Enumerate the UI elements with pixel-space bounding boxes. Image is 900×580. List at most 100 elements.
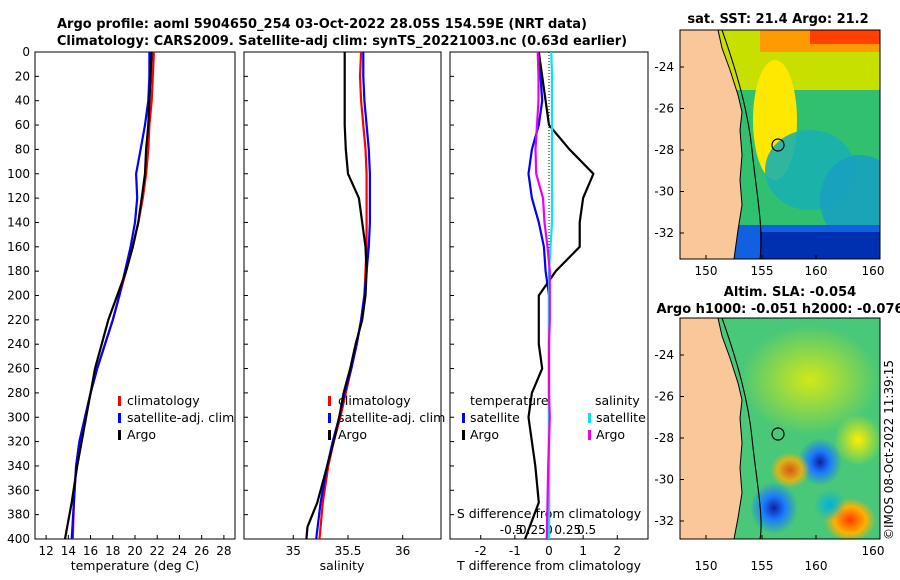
map-lon-label: 160 (862, 544, 885, 558)
legend-label-argo: Argo (127, 427, 156, 442)
legend-label-sal-satellite: satellite (596, 410, 646, 425)
depth-tick-label: 40 (15, 94, 30, 108)
map-lon-label: 150 (695, 559, 718, 573)
legend-label-climatology: climatology (127, 393, 200, 408)
depth-tick-label: 180 (7, 264, 30, 278)
legend-label-temp-satellite: satellite (470, 410, 520, 425)
map-lat-label: -26 (654, 390, 674, 404)
legend-swatch-satellite (118, 413, 121, 423)
depth-tick-label: 300 (7, 410, 30, 424)
x-tick-label: 18 (105, 544, 120, 558)
x-tick-label: 36 (395, 544, 410, 558)
depth-tick-label: 320 (7, 435, 30, 449)
sla-high-centre (770, 452, 810, 488)
x-tick-label: 26 (194, 544, 209, 558)
depth-tick-label: 360 (7, 483, 30, 497)
figure-title-line2: Climatology: CARS2009. Satellite-adj cli… (57, 34, 627, 49)
sst-hotspot (810, 30, 880, 44)
x-tick-label-salinity: -0.25 (515, 523, 546, 537)
legend-label-climatology: climatology (338, 393, 411, 408)
series-line-salinity-argo (534, 51, 551, 540)
map-lon-label: 155 (751, 559, 774, 573)
temperature-panel-frame (34, 51, 236, 540)
sla-map-title1: Altim. SLA: -0.054 (724, 285, 856, 300)
sla-coastline (717, 318, 743, 539)
legend-swatch-satellite (328, 413, 331, 423)
x-tick-label: 35 (286, 544, 301, 558)
depth-tick-label: 280 (7, 386, 30, 400)
x-tick-label: 12 (38, 544, 53, 558)
sst-argo-marker (771, 138, 785, 152)
map-lat-label: -28 (654, 143, 674, 157)
depth-tick-label: 380 (7, 508, 30, 522)
x-tick-label: 2 (613, 544, 621, 558)
map-lat-label: -24 (654, 60, 674, 74)
legend-label-temp-argo: Argo (470, 427, 499, 442)
legend-label-satellite: satellite-adj. clim (127, 410, 234, 425)
legend-label-argo: Argo (338, 427, 367, 442)
x-tick-label-salinity: 0.5 (577, 523, 596, 537)
series-line-satellite-adj-clim (70, 52, 151, 540)
x-tick-label: 22 (150, 544, 165, 558)
series-line-climatology (71, 51, 155, 540)
sst-eddy-east (820, 155, 880, 245)
x-tick-label: 0 (545, 544, 553, 558)
sla-contour-200m (721, 318, 762, 539)
depth-tick-label: 20 (15, 69, 30, 83)
legend-swatch-temp-satellite (462, 413, 465, 423)
sla-map-title2: Argo h1000: -0.051 h2000: -0.076 (656, 302, 900, 317)
legend-swatch-climatology (118, 396, 121, 406)
map-lon-label: 160 (862, 264, 885, 278)
sla-argo-marker (771, 427, 785, 441)
salinity-xlabel: salinity (320, 558, 365, 573)
legend-label-sal-argo: Argo (596, 427, 625, 442)
imos-credit: ©IMOS 08-Oct-2022 11:39:15 (882, 360, 896, 540)
sla-map (680, 318, 880, 539)
sla-low-small (814, 489, 846, 521)
sla-high-north (740, 325, 880, 435)
sst-map-title: sat. SST: 21.4 Argo: 21.2 (687, 12, 868, 27)
legend-swatch-climatology (328, 396, 331, 406)
depth-tick-label: 200 (7, 289, 30, 303)
series-line-argo (305, 52, 368, 540)
depth-tick-label: 220 (7, 313, 30, 327)
legend-salinity: climatology satellite-adj. clim Argo (328, 393, 445, 442)
x-tick-label-salinity: 0.25 (554, 523, 581, 537)
map-lat-label: -32 (654, 514, 674, 528)
depth-tick-label: 140 (7, 215, 30, 229)
x-tick-label: -2 (475, 544, 487, 558)
depth-tick-label: 400 (7, 532, 30, 546)
sst-land (680, 30, 742, 259)
legend-differences: temperature satellite Argo salinity sate… (462, 393, 646, 442)
depth-tick-label: 120 (7, 191, 30, 205)
depth-tick-label: 100 (7, 167, 30, 181)
sst-cold-core (760, 232, 880, 259)
x-tick-label: 16 (83, 544, 98, 558)
figure-title-line1: Argo profile: aoml 5904650_254 03-Oct-20… (57, 17, 587, 32)
depth-tick-label: 0 (22, 45, 30, 59)
legend-swatch-argo (118, 430, 121, 440)
depth-tick-label: 240 (7, 337, 30, 351)
legend-swatch-argo (328, 430, 331, 440)
temperature-xlabel: temperature (deg C) (71, 558, 200, 573)
legend-header-temperature: temperature (470, 393, 549, 408)
depth-tick-label: 160 (7, 240, 30, 254)
map-lat-label: -28 (654, 431, 674, 445)
depth-tick-label: 260 (7, 362, 30, 376)
legend-swatch-temp-argo (462, 430, 465, 440)
series-line-satellite-adj-clim (315, 52, 371, 540)
map-lat-label: -30 (654, 185, 674, 199)
legend-label-satellite: satellite-adj. clim (338, 410, 445, 425)
sst-map (680, 30, 880, 259)
x-tick-label: 35.5 (335, 544, 362, 558)
x-tick-label: 20 (127, 544, 142, 558)
map-lon-label: 150 (695, 264, 718, 278)
depth-tick-label: 60 (15, 118, 30, 132)
map-lat-label: -24 (654, 348, 674, 362)
x-tick-label: -1 (509, 544, 521, 558)
salinity-panel-frame (243, 51, 442, 540)
x-tick-label: 14 (61, 544, 76, 558)
chart-marks: 0204060801001201401601802002202402602803… (7, 45, 884, 573)
x-tick-label: 1 (579, 544, 587, 558)
legend-swatch-sal-argo (588, 430, 591, 440)
